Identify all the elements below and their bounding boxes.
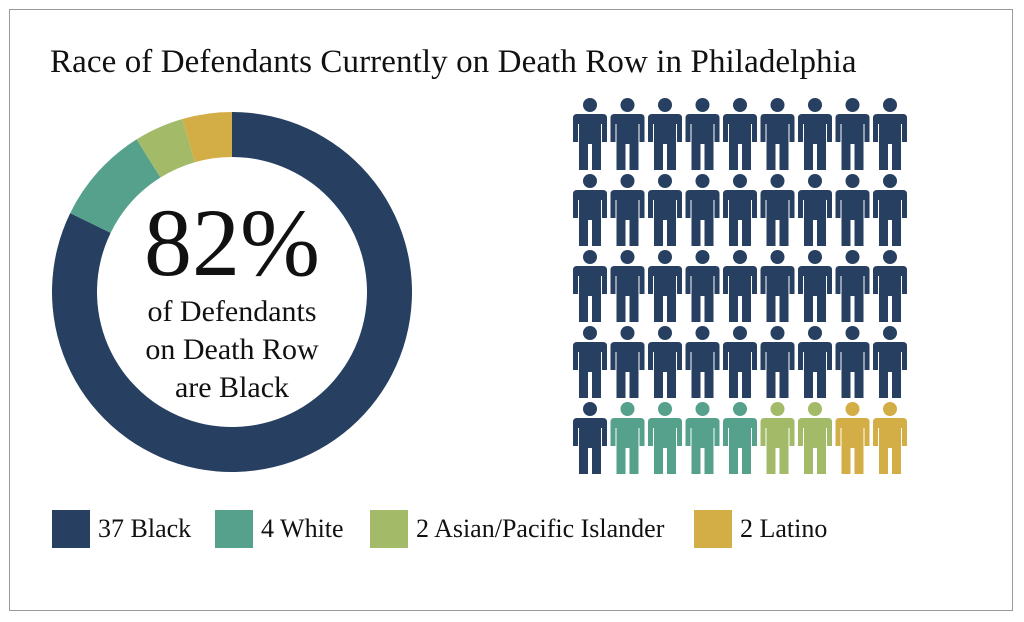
person-icon [610,326,645,398]
person-icon [873,98,907,170]
person-icon [798,250,832,322]
donut-slice-white [70,139,161,233]
center-line-3: are Black [174,371,290,404]
person-icon [610,402,645,474]
person-icon [835,402,870,474]
person-icon [760,326,795,398]
person-icon [873,326,907,398]
person-icon [760,174,795,246]
legend-item-black: 37 Black [52,510,191,548]
person-icon [835,98,870,170]
legend-item-white: 4 White [215,510,344,548]
person-icon [685,250,720,322]
legend-label-latino: 2 Latino [740,514,828,543]
person-icon [573,98,607,170]
person-icon [873,250,907,322]
person-icon [610,174,645,246]
legend-swatch-asian-pacific-islander [370,510,408,548]
legend-swatch-latino [694,510,732,548]
percentage-value: 82% [144,189,320,296]
person-icon [610,98,645,170]
person-icon [648,402,682,474]
person-icon [723,402,757,474]
donut-slice-latino [182,112,232,163]
person-icon [610,250,645,322]
center-line-2: on Death Row [145,333,319,366]
person-icon [723,98,757,170]
person-icon [835,250,870,322]
person-icon [798,174,832,246]
chart-frame [9,9,1013,611]
person-icon [798,402,832,474]
legend-item-latino: 2 Latino [694,510,827,548]
person-icon [573,326,607,398]
legend-label-asian-pacific-islander: 2 Asian/Pacific Islander [416,514,665,543]
person-icon [685,174,720,246]
legend-item-asian-pacific-islander: 2 Asian/Pacific Islander [370,510,664,548]
person-icon [760,402,795,474]
person-icon [573,174,607,246]
person-icon [723,326,757,398]
person-icon [648,174,682,246]
legend-swatch-white [215,510,253,548]
person-icon [760,98,795,170]
legend-label-black: 37 Black [98,514,192,543]
legend-label-white: 4 White [261,514,344,543]
person-icon [798,326,832,398]
pictogram-grid [573,98,907,474]
person-icon [648,250,682,322]
center-line-1: of Defendants [147,295,317,328]
person-icon [685,98,720,170]
donut-center-text: 82% of Defendants on Death Row are Black [82,195,382,405]
person-icon [760,250,795,322]
person-icon [648,98,682,170]
person-icon [723,250,757,322]
person-icon [835,326,870,398]
chart-title: Race of Defendants Currently on Death Ro… [50,44,857,80]
person-icon [573,402,607,474]
person-icon [835,174,870,246]
person-icon [573,250,607,322]
donut-slice-asian-pacific-islander [136,118,195,178]
person-icon [648,326,682,398]
person-icon [723,174,757,246]
donut-chart [51,112,413,473]
person-icon [873,402,907,474]
person-icon [798,98,832,170]
person-icon [685,402,720,474]
person-icon [873,174,907,246]
legend-swatch-black [52,510,90,548]
person-icon [685,326,720,398]
